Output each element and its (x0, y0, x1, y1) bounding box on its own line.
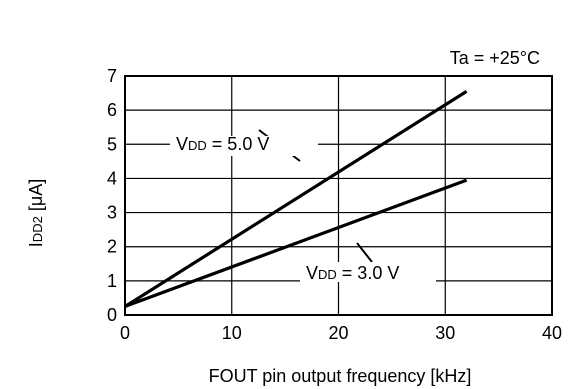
y-tick-label-3: 3 (107, 203, 117, 223)
y-axis-label-main: I (26, 242, 46, 247)
tick-labels: 0 10 20 30 40 0 1 2 3 4 5 6 7 (107, 66, 562, 343)
series-label-bg-0 (170, 136, 318, 156)
series-layer (124, 90, 468, 308)
condition-label: Ta = +25°C (450, 48, 540, 68)
y-tick-label-1: 1 (107, 271, 117, 291)
x-tick-label-3: 30 (435, 323, 455, 343)
y-axis-label-sub: DD2 (30, 216, 45, 242)
x-tick-label-4: 40 (542, 323, 562, 343)
x-tick-label-1: 10 (222, 323, 242, 343)
y-tick-label-2: 2 (107, 237, 117, 257)
x-tick-label-0: 0 (120, 323, 130, 343)
y-tick-label-4: 4 (107, 168, 117, 188)
series-label-1: VDD = 3.0 V (306, 263, 399, 283)
y-axis-label-unit: [μA] (26, 179, 46, 216)
x-axis-label: FOUT pin output frequency [kHz] (209, 366, 472, 386)
series-line-0 (124, 90, 468, 308)
x-tick-label-2: 20 (328, 323, 348, 343)
series-label-0: VDD = 5.0 V (176, 134, 269, 154)
series-labels: VDD = 5.0 V VDD = 3.0 V (170, 129, 436, 283)
series-line-1 (124, 178, 468, 308)
plot-frame (124, 75, 553, 316)
series-label-bg-1 (300, 262, 436, 282)
series-leader-1 (356, 242, 373, 263)
y-tick-label-5: 5 (107, 134, 117, 154)
y-tick-label-0: 0 (107, 305, 117, 325)
y-axis-label: IDD2 [μA] (26, 179, 46, 247)
y-tick-label-6: 6 (107, 100, 117, 120)
y-tick-label-7: 7 (107, 66, 117, 86)
